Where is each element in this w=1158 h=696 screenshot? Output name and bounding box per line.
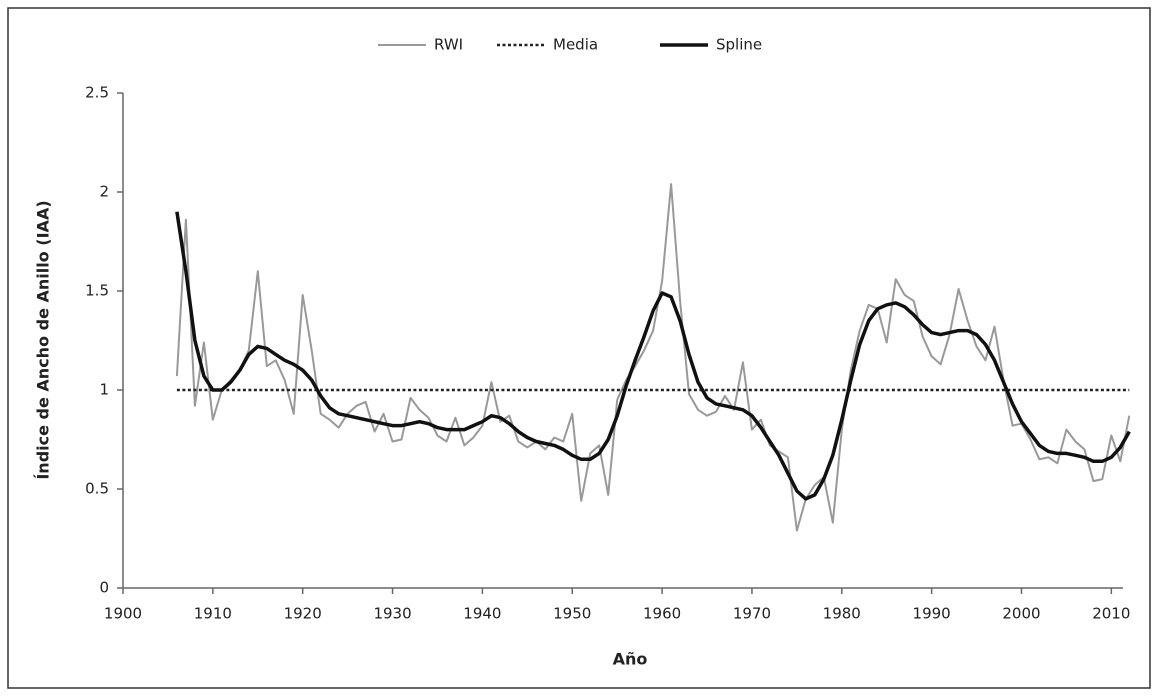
x-tick-label: 1920 xyxy=(284,605,322,623)
y-tick-label: 0.5 xyxy=(85,480,109,498)
series-line xyxy=(175,211,1131,501)
y-tick-label: 1 xyxy=(99,381,109,399)
x-tick-label: 1900 xyxy=(104,605,142,623)
x-tick-label: 1910 xyxy=(194,605,232,623)
x-tick-label: 1950 xyxy=(553,605,591,623)
x-axis-title: Año xyxy=(613,650,648,669)
x-tick-label: 1990 xyxy=(913,605,951,623)
legend-label: Spline xyxy=(716,36,762,54)
x-tick-label: 1970 xyxy=(733,605,771,623)
x-tick-label: 1980 xyxy=(823,605,861,623)
x-tick-label: 1960 xyxy=(643,605,681,623)
series-line xyxy=(175,183,1131,532)
x-tick-label: 1940 xyxy=(463,605,501,623)
y-tick-label: 2 xyxy=(99,183,109,201)
legend-label: Media xyxy=(553,36,598,54)
y-tick-label: 1.5 xyxy=(85,282,109,300)
y-tick-label: 2.5 xyxy=(85,84,109,102)
y-axis-title: Índice de Ancho de Anillo (IAA) xyxy=(34,200,53,479)
x-tick-label: 1930 xyxy=(373,605,411,623)
legend-label: RWI xyxy=(434,36,463,54)
x-tick-label: 2010 xyxy=(1092,605,1130,623)
y-tick-label: 0 xyxy=(99,579,109,597)
x-tick-label: 2000 xyxy=(1002,605,1040,623)
